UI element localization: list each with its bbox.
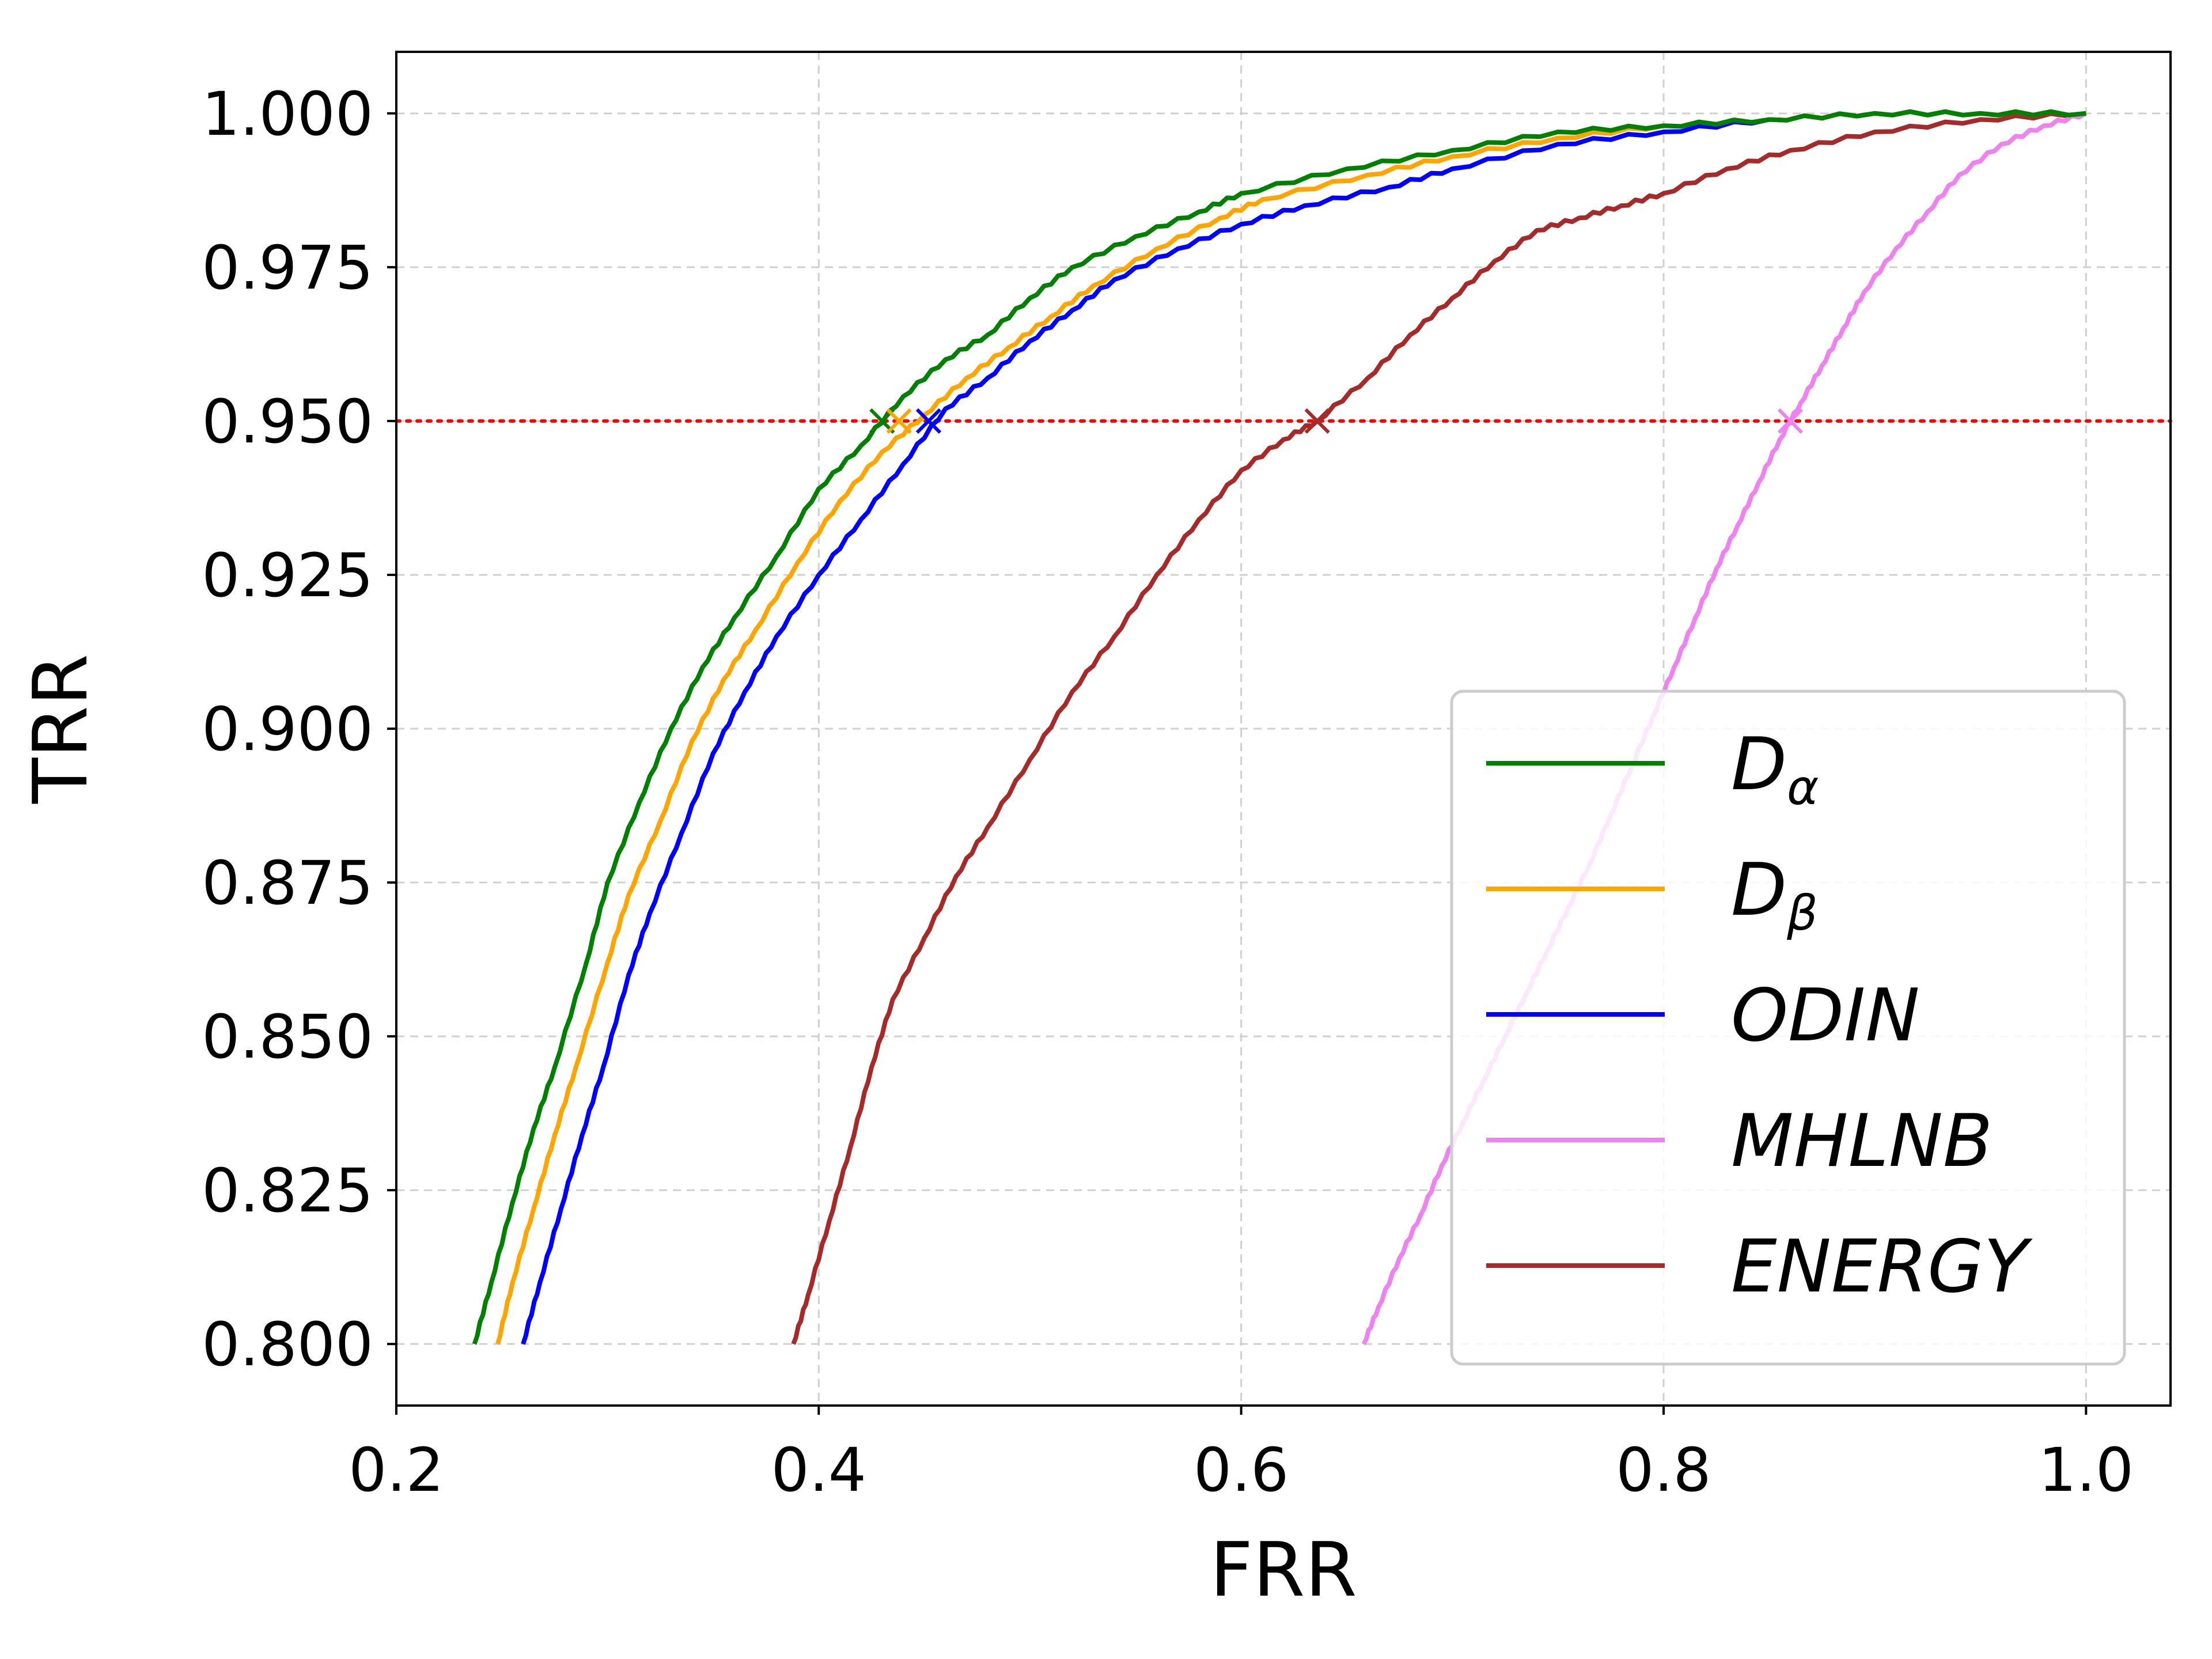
y-tick-label: 0.875 xyxy=(202,848,373,918)
legend-label-main: MHLNB xyxy=(1731,1099,1993,1183)
legend-label: MHLNB xyxy=(1731,1099,1993,1183)
x-tick-label: 0.6 xyxy=(1194,1435,1289,1505)
legend-label: Dα xyxy=(1731,722,1819,816)
y-tick-label: 0.900 xyxy=(202,694,373,764)
marker-stroke xyxy=(886,408,912,434)
y-tick-label: 0.975 xyxy=(202,233,373,303)
tick-layer: 0.2 0.4 0.6 0.8 1.0 0.800 0.825 0.850 0.875 0.900… xyxy=(202,79,2134,1505)
y-tick-label: 0.850 xyxy=(202,1002,373,1072)
marker-layer xyxy=(869,408,1804,434)
legend-label-main: D xyxy=(1731,722,1787,806)
legend-label-subscript: β xyxy=(1786,885,1818,941)
legend-box xyxy=(1450,690,2126,1366)
y-tick-label: 0.800 xyxy=(202,1309,373,1380)
y-tick-label: 1.000 xyxy=(202,79,373,149)
series-line-odin xyxy=(521,109,2086,1345)
series-line-d-beta xyxy=(495,109,2086,1345)
legend-label-subscript: α xyxy=(1787,759,1819,816)
x-tick-label: 0.8 xyxy=(1616,1435,1711,1505)
x-tick-label: 0.4 xyxy=(771,1435,866,1505)
threshold-marker xyxy=(886,408,912,434)
y-tick-label: 0.925 xyxy=(202,540,373,611)
series-line-d-alpha xyxy=(472,109,2086,1345)
legend-label: ENERGY xyxy=(1731,1224,2033,1309)
y-tick-label: 0.950 xyxy=(202,387,373,457)
threshold-marker xyxy=(1304,408,1330,434)
threshold-marker xyxy=(1777,408,1804,434)
legend-label-main: ODIN xyxy=(1731,973,1920,1058)
marker-stroke xyxy=(1304,408,1330,434)
legend-label-main: D xyxy=(1731,847,1787,932)
threshold-marker xyxy=(915,408,942,434)
legend-label: ODIN xyxy=(1731,973,1920,1058)
y-tick-label: 0.825 xyxy=(202,1156,373,1226)
legend-label: Dβ xyxy=(1731,847,1818,941)
x-axis-label: FRR xyxy=(1210,1526,1357,1613)
marker-stroke xyxy=(915,408,942,434)
x-tick-label: 1.0 xyxy=(2039,1435,2134,1505)
legend-label-main: ENERGY xyxy=(1731,1224,2033,1309)
x-tick-label: 0.2 xyxy=(349,1435,444,1505)
series-line-energy xyxy=(791,111,2086,1345)
marker-stroke xyxy=(1777,408,1804,434)
y-axis-label: TRR xyxy=(17,654,104,804)
